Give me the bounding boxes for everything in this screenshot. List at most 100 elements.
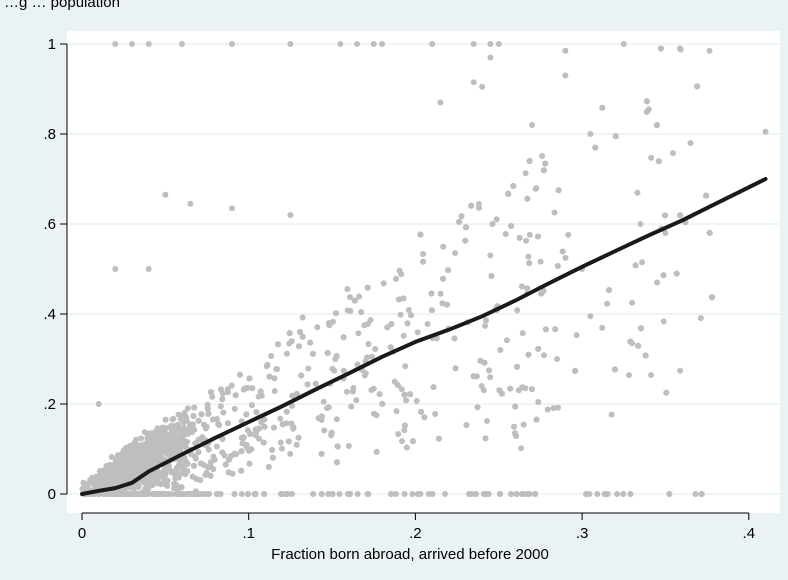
data-point <box>152 455 159 462</box>
x-tick-label: .2 <box>409 525 422 542</box>
data-point <box>458 213 465 220</box>
data-point <box>160 440 167 447</box>
data-point <box>487 54 494 61</box>
data-point <box>594 491 601 497</box>
data-point <box>384 324 391 331</box>
data-point <box>176 462 182 469</box>
data-point <box>97 473 104 480</box>
data-point <box>245 491 251 497</box>
data-point <box>210 466 217 473</box>
data-point <box>421 414 428 421</box>
data-point <box>226 456 232 463</box>
data-point <box>487 374 494 381</box>
data-point <box>507 385 514 392</box>
data-point <box>307 339 314 346</box>
data-point <box>606 287 612 294</box>
data-point <box>535 399 542 405</box>
data-point <box>626 372 632 379</box>
data-point <box>182 444 189 451</box>
data-point <box>483 317 489 324</box>
data-point <box>520 421 527 428</box>
data-point <box>503 337 510 344</box>
data-point <box>532 185 539 192</box>
data-point <box>394 382 401 389</box>
data-point <box>198 411 205 418</box>
data-point <box>429 41 436 47</box>
data-point <box>201 462 208 469</box>
data-point <box>224 389 231 396</box>
data-point <box>219 396 226 403</box>
data-point <box>614 491 621 497</box>
data-point <box>662 230 669 236</box>
x-tick-label: 0 <box>78 525 86 542</box>
data-point <box>365 341 372 348</box>
data-point <box>487 41 494 47</box>
x-axis-title: Fraction born abroad, arrived before 200… <box>271 546 549 563</box>
data-point <box>211 456 218 463</box>
data-point <box>573 332 580 339</box>
data-point <box>79 486 86 492</box>
data-point <box>334 443 341 450</box>
data-point <box>524 285 531 292</box>
data-point <box>420 251 426 257</box>
data-point <box>395 431 402 437</box>
data-point <box>202 472 209 478</box>
data-point <box>180 424 187 431</box>
data-point <box>397 311 404 318</box>
data-point <box>565 231 572 238</box>
data-point <box>228 382 235 389</box>
data-point <box>195 436 202 443</box>
data-point <box>663 389 670 396</box>
y-axis-ticks: 0 .2 .4 .6 .8 1 <box>43 36 67 503</box>
data-point <box>277 439 284 446</box>
data-point <box>85 481 92 488</box>
data-point <box>283 350 290 357</box>
data-point <box>213 491 220 497</box>
data-point <box>424 321 431 327</box>
data-point <box>129 456 135 463</box>
data-point <box>161 425 168 432</box>
data-point <box>332 356 339 362</box>
data-point <box>364 284 371 291</box>
data-point <box>175 474 182 481</box>
data-point <box>348 403 355 410</box>
data-point <box>171 480 178 487</box>
x-tick-label: .1 <box>242 525 255 542</box>
data-point <box>219 435 226 442</box>
data-point <box>229 205 235 212</box>
data-point <box>452 250 459 257</box>
data-point <box>405 307 412 313</box>
data-point <box>520 491 527 497</box>
data-point <box>253 409 260 416</box>
data-point <box>325 491 332 497</box>
data-point <box>142 441 149 447</box>
data-point <box>282 491 289 497</box>
data-point <box>399 438 405 445</box>
data-point <box>231 491 238 497</box>
data-point <box>493 216 500 223</box>
data-point <box>154 480 161 487</box>
data-point <box>354 41 361 47</box>
data-point <box>247 431 254 437</box>
data-point <box>149 461 156 468</box>
data-point <box>442 491 448 497</box>
data-point <box>246 375 253 382</box>
data-point <box>657 45 664 52</box>
data-point <box>238 467 245 474</box>
data-point <box>208 389 214 396</box>
data-point <box>694 83 701 90</box>
data-point <box>554 356 561 362</box>
data-point <box>599 104 606 111</box>
data-point <box>376 391 383 398</box>
data-point <box>697 315 704 322</box>
data-point <box>540 167 547 174</box>
data-point <box>329 365 336 372</box>
data-point <box>612 133 619 140</box>
data-point <box>562 47 569 54</box>
data-point <box>101 491 108 497</box>
data-point <box>347 308 354 314</box>
data-point <box>512 430 518 437</box>
data-point <box>404 320 411 327</box>
data-point <box>238 434 245 441</box>
data-point <box>318 450 325 457</box>
